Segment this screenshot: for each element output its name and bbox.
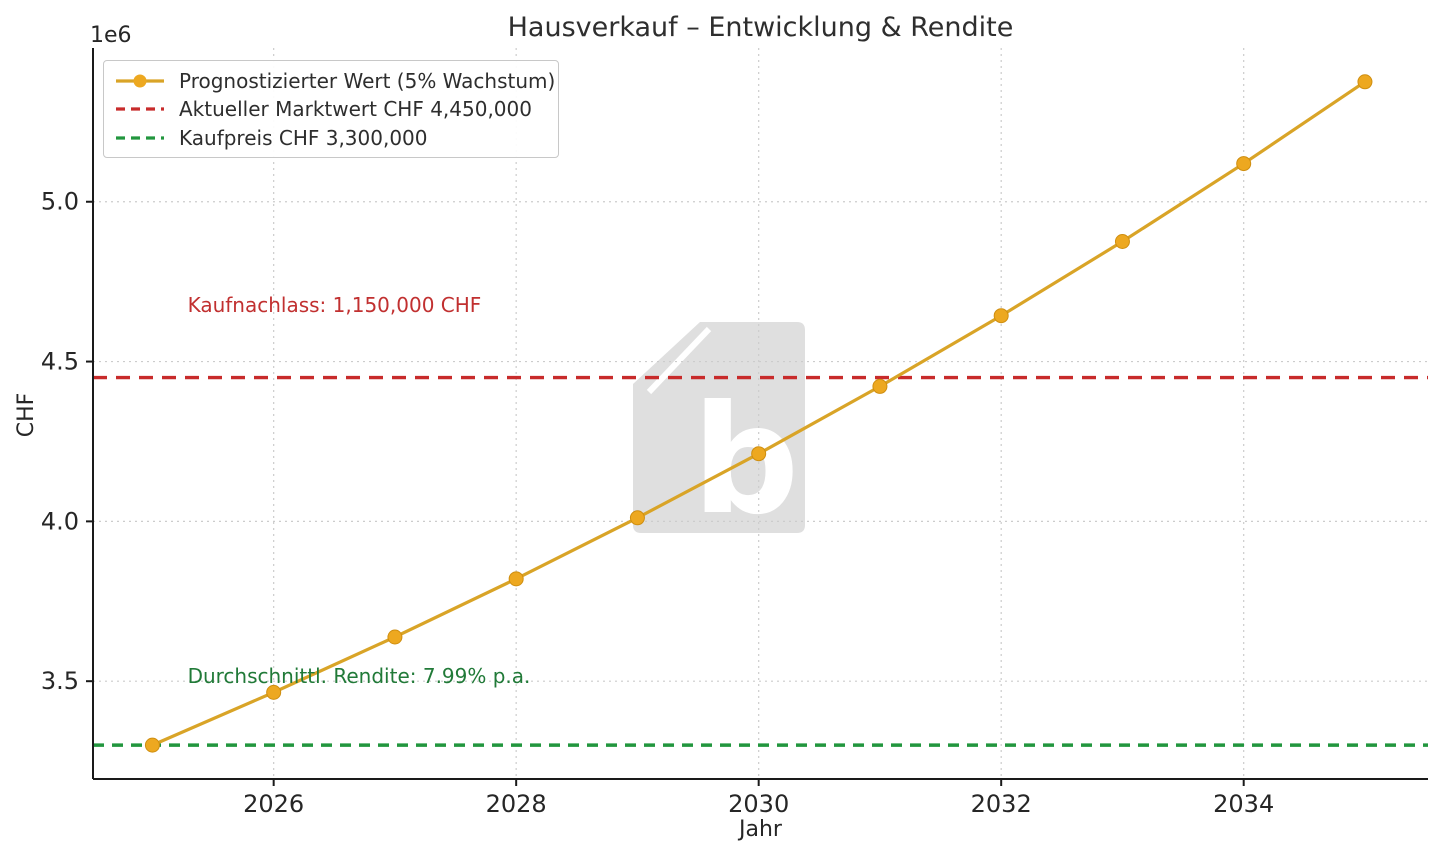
y-tick-label: 5.0	[41, 188, 79, 216]
x-tick-label: 2034	[1213, 790, 1274, 818]
y-axis-label: CHF	[14, 392, 39, 438]
x-axis-label: Jahr	[739, 817, 782, 842]
legend-item-market-value: Aktueller Marktwert CHF 4,450,000	[114, 95, 548, 123]
data-point-marker	[508, 571, 524, 587]
legend-label: Aktueller Marktwert CHF 4,450,000	[179, 97, 532, 121]
data-point-marker	[629, 510, 645, 526]
data-point-marker	[993, 308, 1009, 324]
y-tick-label: 4.0	[41, 507, 79, 535]
data-point-marker	[144, 737, 160, 753]
data-point-marker	[266, 684, 282, 700]
data-point-marker	[387, 629, 403, 645]
legend: Prognostizierter Wert (5% Wachstum) Aktu…	[103, 60, 559, 158]
legend-item-forecast: Prognostizierter Wert (5% Wachstum)	[114, 67, 555, 95]
y-tick-label: 3.5	[41, 667, 79, 695]
data-point-marker	[1114, 234, 1130, 250]
x-tick-label: 2028	[486, 790, 547, 818]
x-tick-label: 2032	[971, 790, 1032, 818]
annotation-kaufnachlass: Kaufnachlass: 1,150,000 CHF	[187, 292, 482, 317]
data-point-marker	[872, 378, 888, 394]
annotation-rendite: Durchschnittl. Rendite: 7.99% p.a.	[187, 664, 531, 689]
legend-key-line-marker-icon	[116, 74, 164, 87]
x-tick-label: 2030	[728, 790, 789, 818]
y-tick-label: 4.5	[41, 348, 79, 376]
legend-key-dashed-red-icon	[116, 107, 164, 111]
data-point-marker	[1357, 74, 1373, 90]
legend-item-purchase-price: Kaufpreis CHF 3,300,000	[114, 124, 548, 152]
legend-label: Prognostizierter Wert (5% Wachstum)	[179, 68, 556, 93]
chart-title: Hausverkauf – Entwicklung & Rendite	[507, 12, 1014, 43]
legend-key-dashed-green-icon	[116, 135, 164, 140]
y-axis-offset-label: 1e6	[90, 23, 132, 48]
watermark-shape	[633, 322, 805, 533]
legend-label: Kaufpreis CHF 3,300,000	[179, 125, 428, 150]
data-point-marker	[751, 446, 767, 462]
x-tick-label: 2026	[243, 790, 304, 818]
data-point-marker	[1236, 156, 1252, 172]
